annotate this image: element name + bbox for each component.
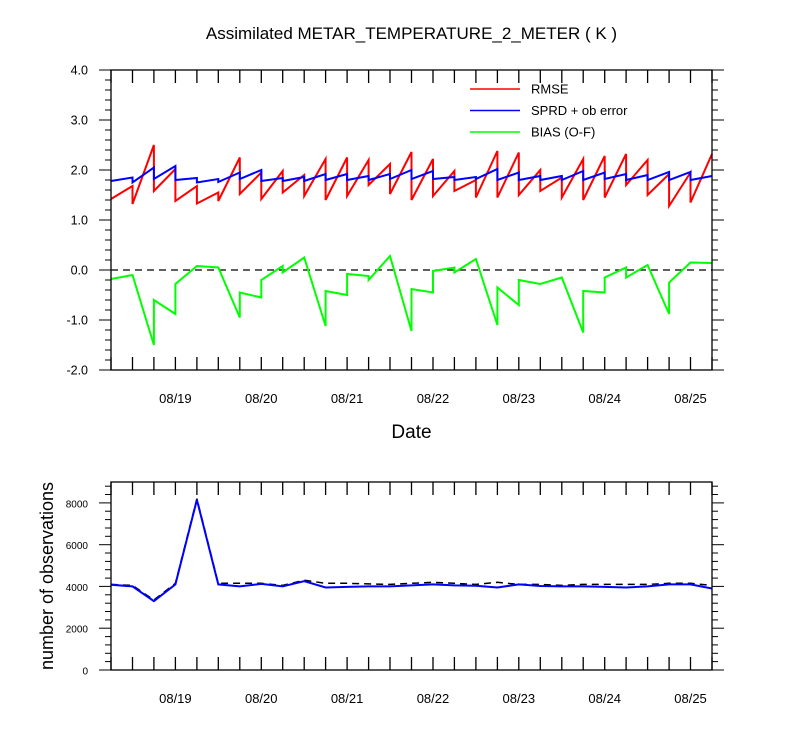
x-tick-label: 08/22 <box>417 691 450 706</box>
y-tick-label: 0.0 <box>71 264 88 278</box>
x-tick-label: 08/25 <box>674 691 707 706</box>
plot-frame <box>110 481 713 671</box>
x-axis-label: Date <box>391 422 431 443</box>
y-tick-label: 0 <box>82 667 88 678</box>
bottom-panel: 08/19 08/20 08/21 08/22 08/23 08/24 08/25 0 2000… <box>37 481 724 706</box>
y-tick-label: 1.0 <box>71 214 88 228</box>
y-tick-label: -2.0 <box>66 364 88 378</box>
x-tick-label: 08/19 <box>159 391 192 406</box>
x-tick-label: 08/19 <box>159 691 192 706</box>
series-line-sprd-ob-error <box>110 164 713 185</box>
x-tick-label: 08/24 <box>588 391 621 406</box>
x-tick-label: 08/21 <box>331 691 364 706</box>
x-tick-label: 08/24 <box>588 691 621 706</box>
series-line-bias-o-f <box>110 253 713 346</box>
y-axis-label: number of observations <box>37 482 57 670</box>
chart-title: Assimilated METAR_TEMPERATURE_2_METER ( … <box>206 24 617 43</box>
y-tick-label: 4.0 <box>71 64 88 78</box>
plot-frame <box>110 69 713 371</box>
y-tick-label: 6000 <box>66 541 89 552</box>
y-tick-label: 2000 <box>66 625 89 636</box>
y-tick-label: 8000 <box>66 499 89 510</box>
top-panel: 08/19 08/20 08/21 08/22 08/23 08/24 08/25 -2.0 -… <box>66 24 724 443</box>
legend-entry: BIAS (O-F) <box>531 125 595 140</box>
x-tick-label: 08/23 <box>503 391 536 406</box>
y-tick-label: 2.0 <box>71 164 88 178</box>
legend-entry: SPRD + ob error <box>531 103 628 118</box>
legend-entry: RMSE <box>531 82 569 97</box>
series-line-solid <box>110 499 713 603</box>
x-tick-label: 08/20 <box>245 691 278 706</box>
x-tick-label: 08/22 <box>417 391 450 406</box>
x-tick-label: 08/25 <box>674 391 707 406</box>
y-tick-label: -1.0 <box>66 314 88 328</box>
y-tick-label: 3.0 <box>71 114 88 128</box>
y-tick-label: 4000 <box>66 583 89 594</box>
x-tick-label: 08/20 <box>245 391 278 406</box>
x-tick-label: 08/21 <box>331 391 364 406</box>
x-tick-label: 08/23 <box>503 691 536 706</box>
